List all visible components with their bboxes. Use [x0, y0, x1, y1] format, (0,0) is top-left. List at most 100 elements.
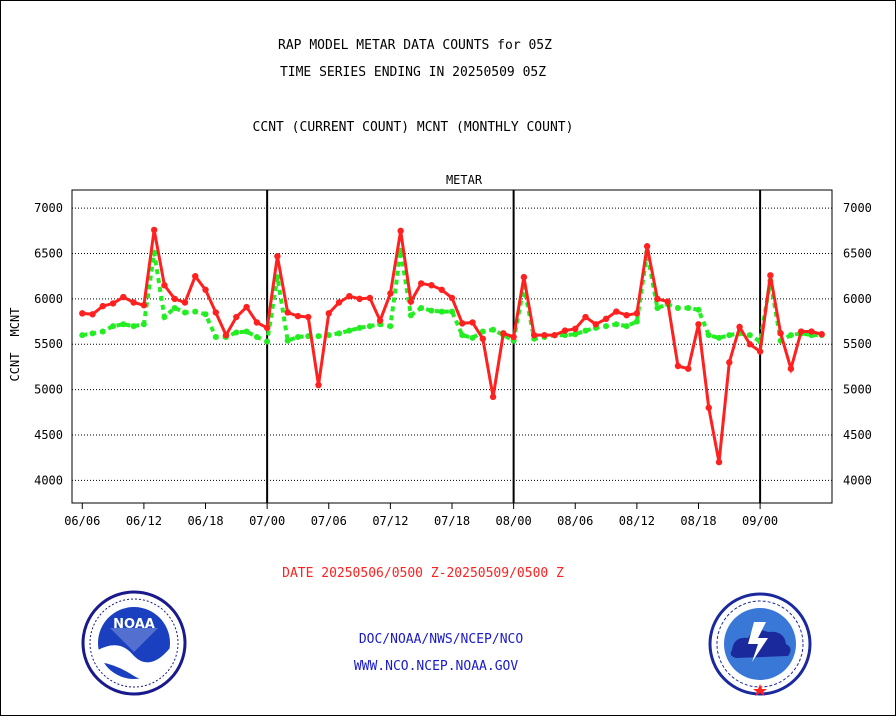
x-tick-label-30: 07/12 — [372, 514, 408, 528]
ccnt-point-5 — [130, 299, 137, 306]
mcnt-point-8 — [161, 314, 168, 321]
ccnt-point-31 — [397, 227, 404, 235]
mcnt-point-35 — [438, 308, 445, 315]
mcnt-point-15 — [233, 329, 240, 336]
y-axis-label-ccnt: CCNT — [8, 353, 22, 382]
x-tick-label-60: 08/18 — [680, 514, 716, 528]
ccnt-point-53 — [623, 312, 630, 319]
panel-label: METAR — [446, 173, 483, 187]
ccnt-point-58 — [674, 362, 682, 370]
ccnt-point-3 — [109, 300, 117, 307]
mcnt-point-28 — [366, 323, 373, 330]
svg-text:NOAA: NOAA — [113, 617, 155, 632]
mcnt-point-4 — [120, 321, 127, 328]
mcnt-point-6 — [140, 321, 147, 328]
ccnt-point-32 — [407, 298, 415, 305]
x-tick-label-36: 07/18 — [434, 514, 470, 528]
ccnt-point-38 — [469, 319, 476, 326]
noaa-logo-icon: NOAA — [81, 590, 187, 696]
mcnt-point-26 — [346, 327, 353, 334]
mcnt-point-23 — [315, 333, 322, 340]
national-weather-service-logo-icon — [708, 592, 812, 696]
ccnt-point-67 — [767, 272, 774, 279]
ccnt-point-55 — [643, 243, 651, 250]
ccnt-point-24 — [325, 310, 332, 317]
mcnt-point-60 — [695, 306, 702, 313]
mcnt-point-5 — [130, 323, 137, 330]
ccnt-point-11 — [192, 272, 199, 280]
y-tick-right-5000: 5000 — [843, 383, 872, 397]
ccnt-point-1 — [89, 311, 96, 318]
ccnt-point-70 — [797, 328, 805, 335]
ccnt-point-60 — [695, 321, 702, 328]
ccnt-point-61 — [705, 404, 712, 411]
ccnt-point-33 — [417, 280, 425, 287]
ccnt-point-62 — [715, 458, 723, 466]
mcnt-point-32 — [407, 312, 414, 319]
mcnt-point-63 — [726, 332, 733, 339]
ccnt-point-20 — [284, 309, 291, 316]
mcnt-point-61 — [705, 332, 712, 339]
ccnt-point-19 — [274, 253, 281, 260]
mcnt-point-1 — [89, 330, 96, 337]
ccnt-point-49 — [582, 313, 589, 321]
mcnt-point-69 — [787, 332, 794, 339]
mcnt-point-27 — [356, 324, 363, 331]
mcnt-point-13 — [212, 333, 219, 340]
y-tick-left-6000: 6000 — [34, 292, 63, 306]
chart-title-line-2: TIME SERIES ENDING IN 20250509 05Z — [279, 65, 547, 80]
ccnt-point-59 — [685, 365, 692, 372]
mcnt-point-47 — [561, 332, 568, 339]
x-tick-label-48: 08/06 — [557, 514, 593, 528]
ccnt-point-17 — [253, 319, 261, 326]
ccnt-point-27 — [356, 295, 363, 303]
mcnt-point-56 — [654, 304, 661, 311]
mcnt-point-25 — [336, 330, 343, 337]
ccnt-point-52 — [613, 308, 620, 315]
ccnt-point-34 — [428, 282, 435, 289]
mcnt-point-36 — [449, 308, 455, 315]
ccnt-point-47 — [561, 327, 569, 334]
ccnt-point-69 — [787, 365, 795, 372]
ccnt-point-45 — [541, 331, 548, 339]
mcnt-point-54 — [633, 318, 640, 325]
y-tick-left-4000: 4000 — [34, 473, 63, 487]
mcnt-point-39 — [479, 328, 486, 335]
y-tick-right-6500: 6500 — [843, 247, 872, 261]
x-tick-label-54: 08/12 — [619, 514, 655, 528]
y-tick-left-5500: 5500 — [34, 337, 63, 351]
y-tick-left-4500: 4500 — [34, 428, 63, 442]
ccnt-point-18 — [263, 324, 271, 332]
series-line-ccnt — [82, 229, 823, 463]
ccnt-point-57 — [664, 298, 671, 305]
ccnt-point-46 — [551, 331, 558, 339]
footer-website: WWW.NCO.NCEP.NOAA.GOV — [353, 659, 519, 674]
ccnt-point-28 — [366, 294, 374, 302]
mcnt-point-0 — [79, 332, 86, 339]
ccnt-point-6 — [140, 302, 148, 309]
mcnt-point-12 — [202, 311, 209, 318]
ccnt-point-40 — [489, 393, 497, 401]
ccnt-point-9 — [171, 295, 178, 303]
ccnt-point-30 — [387, 290, 394, 297]
mcnt-point-53 — [623, 323, 630, 330]
y-tick-right-4500: 4500 — [843, 428, 872, 442]
y-tick-left-5000: 5000 — [34, 383, 63, 397]
ccnt-point-13 — [212, 309, 219, 316]
ccnt-point-64 — [736, 323, 743, 331]
ccnt-point-23 — [315, 381, 322, 389]
ccnt-point-44 — [530, 331, 538, 339]
x-tick-label-6: 06/12 — [126, 514, 162, 528]
mcnt-point-11 — [192, 308, 199, 315]
y-tick-right-5500: 5500 — [843, 337, 872, 351]
ccnt-point-43 — [520, 273, 528, 281]
mcnt-point-65 — [746, 332, 753, 339]
ccnt-point-37 — [459, 320, 466, 327]
mcnt-point-51 — [603, 323, 610, 330]
mcnt-point-40 — [490, 326, 497, 333]
ccnt-point-10 — [181, 299, 189, 306]
mcnt-point-48 — [572, 331, 579, 338]
ccnt-point-8 — [161, 282, 168, 289]
mcnt-point-37 — [459, 332, 466, 339]
mcnt-point-18 — [264, 338, 271, 345]
